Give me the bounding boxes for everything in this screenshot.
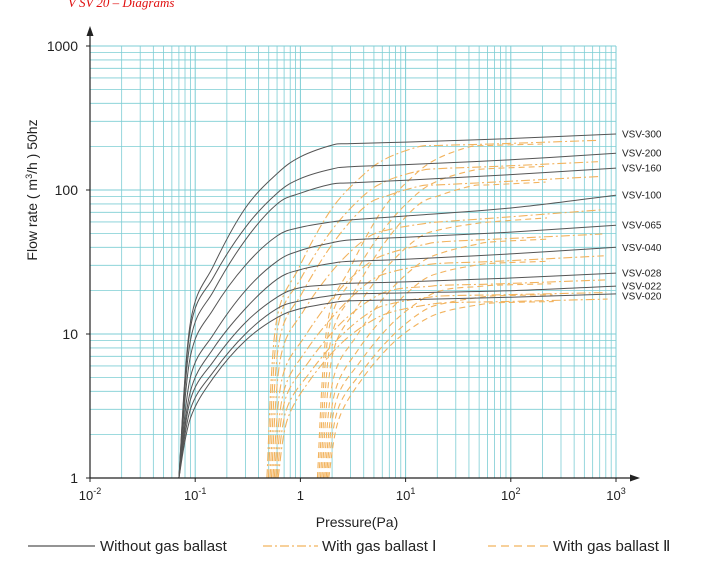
page-title: V SV 20 – Diagrams xyxy=(68,0,175,10)
x-axis-arrow xyxy=(630,474,640,482)
chart-legend: Without gas ballast With gas ballast Ⅰ Wit… xyxy=(28,538,670,555)
legend-label: Without gas ballast xyxy=(100,538,228,555)
series-line xyxy=(178,152,617,479)
y-tick-label: 100 xyxy=(55,182,79,198)
chart-axes xyxy=(86,26,640,482)
y-axis-arrow xyxy=(86,26,94,36)
series-line xyxy=(178,194,617,479)
gas-ballast-curve-1 xyxy=(276,292,607,479)
gas-ballast-curve-2 xyxy=(316,143,543,479)
x-tick-label: 1 xyxy=(297,488,304,503)
series-label: VSV-040 xyxy=(622,243,662,254)
gas-ballast-curve-1 xyxy=(273,255,604,479)
gas-ballast-curve-1 xyxy=(270,209,601,479)
gas-ballast-curve-1 xyxy=(267,161,598,479)
gas-ballast-curve-2 xyxy=(324,260,550,479)
y-axis-label: Flow rate ( m3/h ) 50hz xyxy=(24,119,40,260)
tick-labels: 10-2 10-1 1 101 102 103 1 10 100 1000 xyxy=(47,38,626,503)
series-label: VSV-022 xyxy=(622,282,662,293)
series-line xyxy=(178,293,617,479)
gas-ballast-curve-1 xyxy=(272,233,603,479)
pump-curves xyxy=(178,133,617,479)
gas-ballast-curve-1 xyxy=(277,298,608,479)
series-line xyxy=(178,272,617,479)
y-tick-label: 1 xyxy=(70,470,78,486)
x-axis-label: Pressure(Pa) xyxy=(316,514,398,530)
gas-ballast-curve-1 xyxy=(266,139,597,479)
series-label: VSV-100 xyxy=(622,191,662,202)
legend-label: With gas ballast Ⅰ xyxy=(322,538,436,555)
chart-grid xyxy=(90,45,617,478)
series-label: VSV-020 xyxy=(622,292,662,303)
series-label: VSV-028 xyxy=(622,269,662,280)
gas-ballast-curve-1 xyxy=(275,279,606,479)
gas-ballast-curve-2 xyxy=(326,294,553,479)
series-label: VSV-160 xyxy=(622,164,662,175)
gas-ballast-curve-2 xyxy=(325,283,552,479)
gas-ballast-curve-2 xyxy=(322,238,549,479)
series-label: VSV-065 xyxy=(622,221,662,232)
legend-label: With gas ballast Ⅱ xyxy=(553,538,670,555)
gas-ballast-curve-2 xyxy=(321,217,548,479)
x-tick-label: 101 xyxy=(396,486,415,503)
x-tick-label: 103 xyxy=(606,486,625,503)
gas-ballast-curve-2 xyxy=(318,165,545,479)
series-line xyxy=(178,133,617,479)
series-line xyxy=(178,285,617,479)
gas-ballast-curve-2 xyxy=(328,301,554,479)
series-labels: VSV-300 VSV-200 VSV-160 VSV-100 VSV-065 VSV-0… xyxy=(622,129,662,302)
series-line xyxy=(178,224,617,479)
x-tick-label: 10-2 xyxy=(79,486,101,503)
x-tick-label: 102 xyxy=(501,486,520,503)
series-label: VSV-200 xyxy=(622,149,662,160)
y-tick-label: 10 xyxy=(62,326,78,342)
gas-ballast-curve-2 xyxy=(319,181,546,479)
series-line xyxy=(178,167,617,479)
gas-ballast-curve-1 xyxy=(269,175,600,479)
x-tick-label: 10-1 xyxy=(184,486,206,503)
y-tick-label: 1000 xyxy=(47,38,78,54)
series-label: VSV-300 xyxy=(622,129,662,140)
series-line xyxy=(178,246,617,479)
